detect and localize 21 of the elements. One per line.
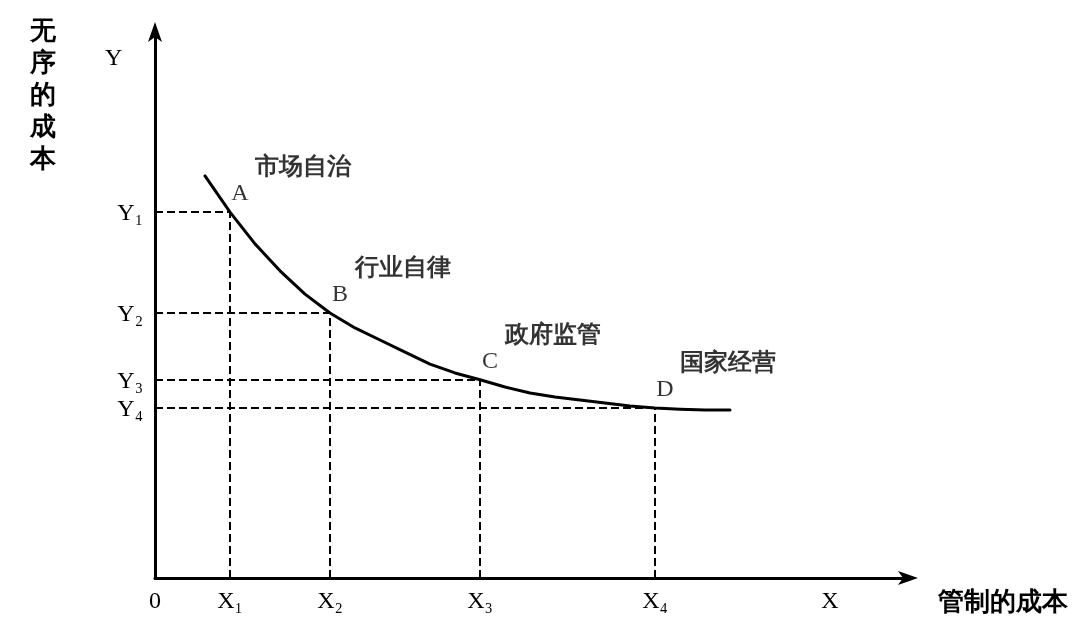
x-tick-label: X <box>821 587 839 613</box>
text: Y <box>105 44 123 70</box>
ref-line-label: Y₄ <box>117 394 143 421</box>
annotation: C <box>481 346 499 373</box>
annotation: 行业自律 <box>354 253 451 282</box>
annotation: 市场自治 <box>254 152 352 181</box>
ref-line-label: Y₃ <box>117 366 143 393</box>
annotation: A <box>231 179 250 206</box>
x-tick-label: X₂ <box>317 587 343 613</box>
x-tick-label: X₁ <box>217 587 243 613</box>
y-axis-title: 无序的成本 <box>29 15 57 173</box>
x-tick-label: X₃ <box>467 587 493 613</box>
x-tick-label: X₄ <box>642 587 668 613</box>
annotation: B <box>331 280 349 307</box>
x-tick-label: 0 <box>149 587 161 613</box>
x-axis-title: 管制的成本 <box>937 586 1069 616</box>
annotation: 政府监管 <box>504 319 601 348</box>
ref-line-label: Y₂ <box>117 300 143 327</box>
annotation: D <box>656 374 674 401</box>
ref-line-label: Y₁ <box>117 199 143 226</box>
annotation: 国家经营 <box>680 347 776 376</box>
